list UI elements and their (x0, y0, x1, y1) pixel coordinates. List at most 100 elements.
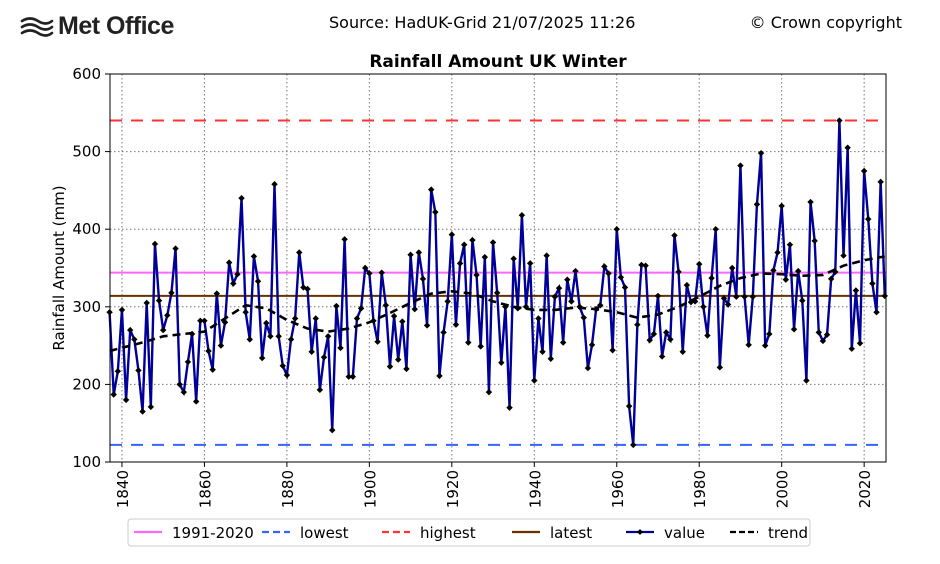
value-point (213, 290, 220, 297)
reference-lines (110, 119, 886, 446)
value-point (766, 330, 773, 338)
value-point (799, 297, 806, 304)
y-tick-label: 500 (72, 143, 101, 161)
value-point (790, 326, 798, 333)
value-point (324, 333, 332, 340)
value-point (423, 322, 431, 329)
value-point (250, 253, 258, 260)
value-point (691, 298, 699, 305)
value-point (127, 326, 134, 334)
value-point (613, 226, 620, 233)
value-point (118, 306, 126, 314)
value-point (246, 336, 253, 343)
series (106, 117, 888, 449)
x-tick-label: 1960 (609, 470, 627, 508)
value-point (654, 292, 662, 300)
legend-label: lowest (300, 524, 349, 542)
value-point (733, 293, 740, 300)
value-point (159, 326, 167, 334)
value-point (815, 329, 822, 336)
value-point (836, 117, 843, 124)
value-point (848, 345, 855, 352)
value-point (786, 241, 794, 248)
value-point (345, 373, 352, 380)
value-point (873, 309, 880, 316)
value-point (782, 276, 790, 283)
value-point (399, 318, 406, 325)
value-point (687, 298, 695, 306)
value-point (456, 260, 464, 267)
x-tick-label: 2000 (774, 470, 792, 508)
value-point (225, 259, 233, 266)
legend: 1991-2020 lowest highest latest value trend (127, 518, 811, 547)
value-point (852, 287, 860, 294)
value-point (168, 289, 175, 297)
y-tick-label: 300 (72, 298, 101, 316)
value-point (675, 268, 682, 276)
value-point (572, 267, 579, 275)
value-point (807, 198, 814, 206)
chart-title: Rainfall Amount UK Winter (369, 52, 627, 72)
value-point (724, 301, 732, 308)
value-point (176, 381, 183, 388)
value-point (510, 255, 517, 262)
plot-frame (109, 73, 887, 463)
y-axis-label: Rainfall Amount (mm) (50, 185, 68, 350)
value-point (881, 292, 888, 300)
value-point (205, 347, 212, 355)
value-point (291, 315, 299, 322)
value-point (411, 305, 418, 313)
value-point (147, 403, 155, 411)
value-point (448, 231, 456, 238)
value-point (333, 302, 340, 310)
value-point (230, 280, 237, 287)
value-point (460, 241, 468, 248)
value-point (407, 251, 414, 259)
value-point (110, 391, 117, 398)
gridlines (110, 74, 886, 462)
value-point (658, 353, 666, 360)
value-point (634, 321, 641, 328)
value-point (320, 354, 328, 361)
value-point (543, 252, 550, 259)
x-tick-label: 1900 (361, 470, 379, 508)
value-point (192, 398, 200, 405)
value-point (283, 371, 291, 379)
value-point (568, 298, 575, 305)
value-point (597, 302, 604, 309)
value-point (823, 331, 831, 338)
value-point (308, 348, 315, 356)
value-point (312, 315, 319, 322)
value-point (671, 232, 678, 239)
y-tick-label: 200 (72, 375, 101, 393)
value-point (357, 305, 365, 312)
value-point (559, 339, 567, 346)
value-point (712, 226, 719, 233)
copyright-text: © Crown copyright (749, 13, 902, 32)
value-point (374, 338, 381, 345)
value-point (415, 249, 423, 256)
met-office-logo-icon (20, 16, 54, 37)
value-point (642, 262, 649, 269)
x-tick-label: 1940 (526, 470, 544, 508)
value-point (704, 332, 711, 339)
value-point (390, 312, 398, 320)
value-point (663, 329, 670, 336)
value-point (419, 275, 427, 283)
value-point (271, 180, 278, 188)
value-point (547, 355, 554, 362)
value-point (114, 368, 122, 375)
value-point (184, 358, 192, 366)
value-point (234, 271, 241, 278)
value-point (201, 317, 208, 324)
value-point (753, 201, 761, 208)
value-point (555, 284, 563, 292)
value-point (353, 315, 361, 322)
value-point (840, 252, 847, 259)
axes: 1840 1860 1880 1900 1920 1940 1960 1980 2000 2020… (72, 65, 887, 508)
value-point (172, 245, 179, 252)
value-point (473, 271, 480, 279)
value-point (749, 293, 757, 300)
x-tick-label: 1920 (444, 470, 462, 508)
